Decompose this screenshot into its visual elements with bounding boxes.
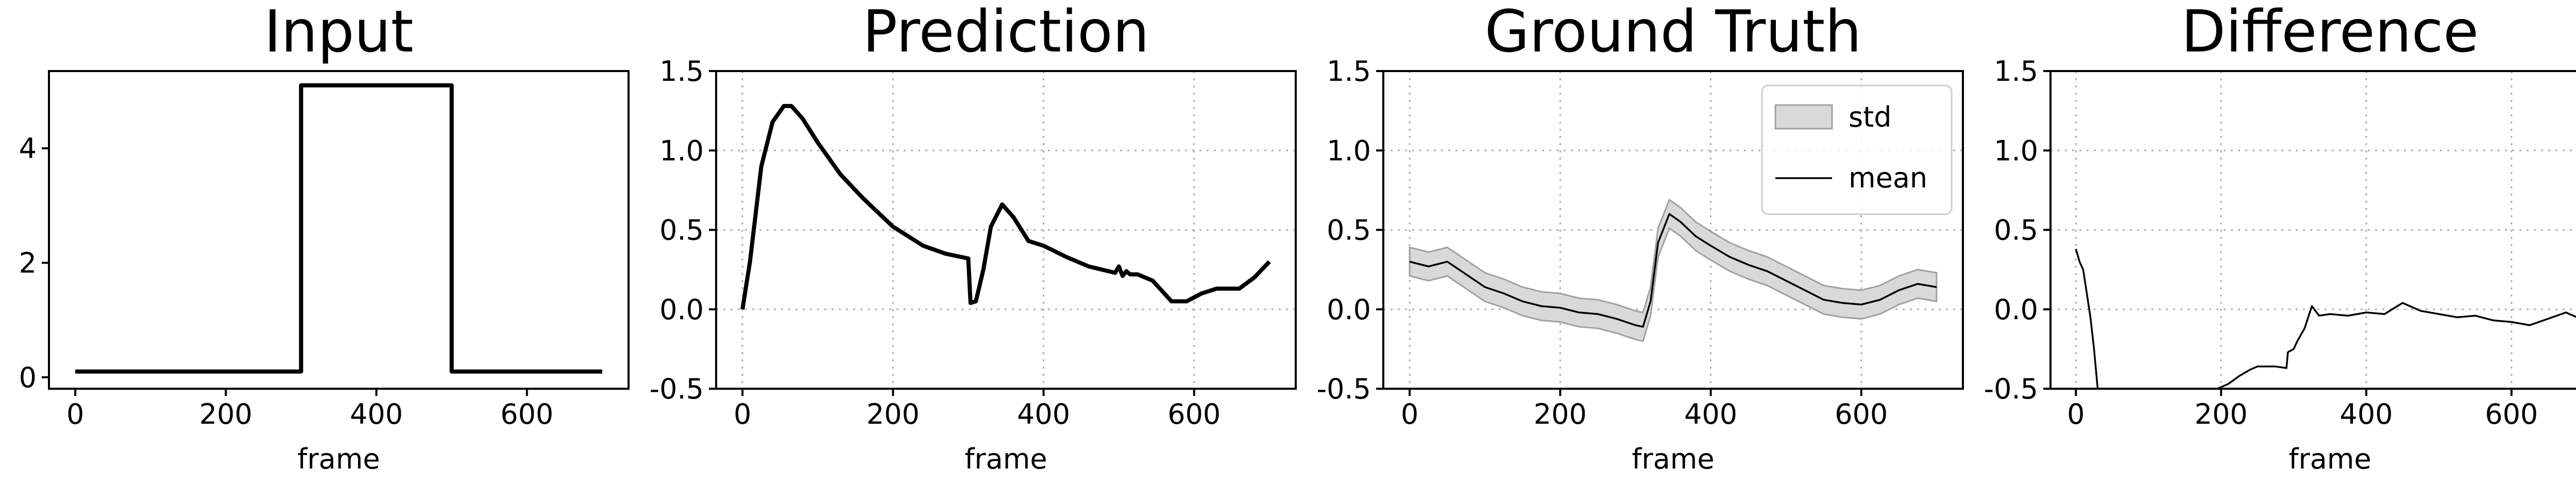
x-tick-label: 0 bbox=[2067, 398, 2084, 430]
y-tick-label: 1.5 bbox=[1327, 55, 1371, 88]
plot-area bbox=[2075, 249, 2576, 389]
x-tick-label: 200 bbox=[867, 398, 920, 430]
x-axis-label: frame bbox=[1632, 443, 1714, 475]
series-line-0 bbox=[1409, 213, 1937, 328]
x-axis-label: frame bbox=[2289, 443, 2371, 475]
y-tick-label: 0.5 bbox=[1994, 214, 2038, 247]
series-line-0 bbox=[2075, 249, 2099, 389]
y-tick-label: 1.0 bbox=[659, 134, 704, 167]
y-tick-label: 0.5 bbox=[659, 214, 704, 247]
legend: std mean bbox=[1761, 84, 1953, 215]
x-tick-label: 400 bbox=[1017, 398, 1070, 430]
chart-title: Difference bbox=[2181, 0, 2479, 65]
y-tick-label: 0 bbox=[19, 361, 37, 394]
series-line-0 bbox=[75, 83, 602, 374]
y-tick-label: 0.0 bbox=[1994, 293, 2038, 326]
panel-0: 0 200 400 600 0 2 4 Input frame bbox=[19, 0, 630, 475]
plot-area bbox=[1409, 198, 1938, 342]
axes-frame bbox=[2049, 70, 2576, 390]
legend-label-mean: mean bbox=[1849, 162, 1927, 194]
x-tick-label: 0 bbox=[66, 398, 84, 430]
plot-area bbox=[740, 103, 1271, 310]
x-tick-label: 600 bbox=[1835, 398, 1888, 430]
panel-2: 0 200 400 600 -0.5 0.0 0.5 1.0 1.5 Ground Truth fr… bbox=[1317, 0, 1964, 475]
y-tick-label: 1.0 bbox=[1994, 134, 2038, 167]
plot-area bbox=[75, 83, 602, 374]
legend-swatch-std bbox=[1774, 104, 1833, 130]
chart-title: Input bbox=[264, 0, 413, 65]
x-tick-label: 200 bbox=[2195, 398, 2248, 430]
series-std-band bbox=[1409, 198, 1938, 342]
chart-title: Prediction bbox=[862, 0, 1149, 65]
y-tick-label: 1.0 bbox=[1327, 134, 1371, 167]
y-tick-label: 2 bbox=[19, 247, 37, 279]
x-axis-label: frame bbox=[297, 443, 380, 475]
y-tick-label: 0.5 bbox=[1327, 214, 1371, 247]
x-tick-label: 600 bbox=[1167, 398, 1221, 430]
x-tick-label: 0 bbox=[1401, 398, 1418, 430]
chart-title: Ground Truth bbox=[1485, 0, 1861, 65]
panel-1: 0 200 400 600 -0.5 0.0 0.5 1.0 1.5 Prediction fram… bbox=[650, 0, 1297, 475]
x-tick-label: 400 bbox=[350, 398, 403, 430]
panel-3: 0 200 400 600 -0.5 0.0 0.5 1.0 1.5 Difference fram… bbox=[1984, 0, 2576, 475]
y-tick-label: 0.0 bbox=[1327, 293, 1371, 326]
x-tick-label: 600 bbox=[2485, 398, 2538, 430]
x-tick-label: 600 bbox=[500, 398, 553, 430]
y-tick-label: -0.5 bbox=[650, 373, 704, 405]
x-tick-label: 400 bbox=[2340, 398, 2393, 430]
series-line-0 bbox=[740, 103, 1271, 310]
x-tick-label: 400 bbox=[1684, 398, 1737, 430]
y-tick-label: -0.5 bbox=[1984, 373, 2038, 405]
legend-label-std: std bbox=[1849, 101, 1892, 133]
x-tick-label: 0 bbox=[734, 398, 751, 430]
series-line-1 bbox=[2217, 302, 2576, 389]
y-tick-label: 0.0 bbox=[659, 293, 704, 326]
y-tick-label: 4 bbox=[19, 132, 37, 165]
x-axis-label: frame bbox=[964, 443, 1047, 475]
y-tick-label: -0.5 bbox=[1317, 373, 1371, 405]
y-tick-label: 1.5 bbox=[659, 55, 704, 88]
x-tick-label: 200 bbox=[199, 398, 252, 430]
y-tick-label: 1.5 bbox=[1994, 55, 2038, 88]
axes-frame bbox=[48, 70, 630, 390]
x-tick-label: 200 bbox=[1534, 398, 1587, 430]
